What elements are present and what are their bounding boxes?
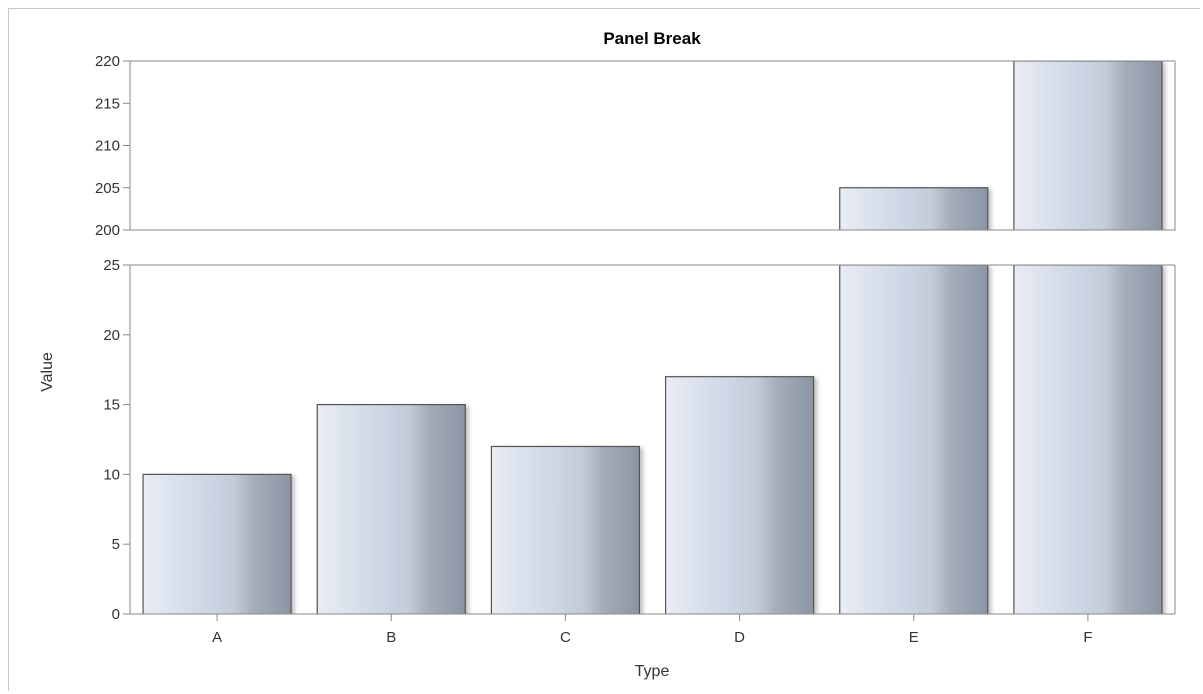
lower-y-tick-label: 5 [112,536,120,553]
bar-A-lower [142,473,292,614]
lower-y-tick-label: 15 [103,397,120,414]
bar-F-upper [1013,61,1163,230]
upper-y-tick-label: 200 [95,222,120,239]
upper-panel-bars [839,61,1163,230]
x-tick-label: B [386,629,396,646]
chart-frame [8,8,1200,691]
bar-E-upper [839,187,989,230]
upper-y-tick-label: 205 [95,180,120,197]
bar-B-lower [316,404,466,614]
chart-title: Panel Break [603,29,701,48]
upper-y-tick-label: 210 [95,138,120,155]
x-axis: A B C D E F [212,614,1093,646]
x-tick-label: C [560,629,571,646]
x-axis-label: Type [635,663,670,680]
lower-y-axis: 0 5 10 15 20 25 [103,257,130,623]
lower-y-tick-label: 10 [103,466,120,483]
lower-y-tick-label: 25 [103,257,120,274]
bar-E-lower [839,265,989,614]
upper-y-tick-label: 220 [95,53,120,70]
x-tick-label: A [212,629,222,646]
x-tick-label: D [734,629,745,646]
upper-y-axis: 200 205 210 215 220 [95,53,130,239]
lower-y-tick-label: 0 [112,606,120,623]
lower-y-tick-label: 20 [103,327,120,344]
lower-panel-bars [142,265,1163,614]
y-axis-label: Value [39,352,56,392]
bar-C-lower [490,445,641,614]
bar-F-lower [1013,265,1163,614]
x-tick-label: F [1083,629,1092,646]
x-tick-label: E [909,629,919,646]
bar-D-lower [664,376,815,614]
upper-y-tick-label: 215 [95,95,120,112]
